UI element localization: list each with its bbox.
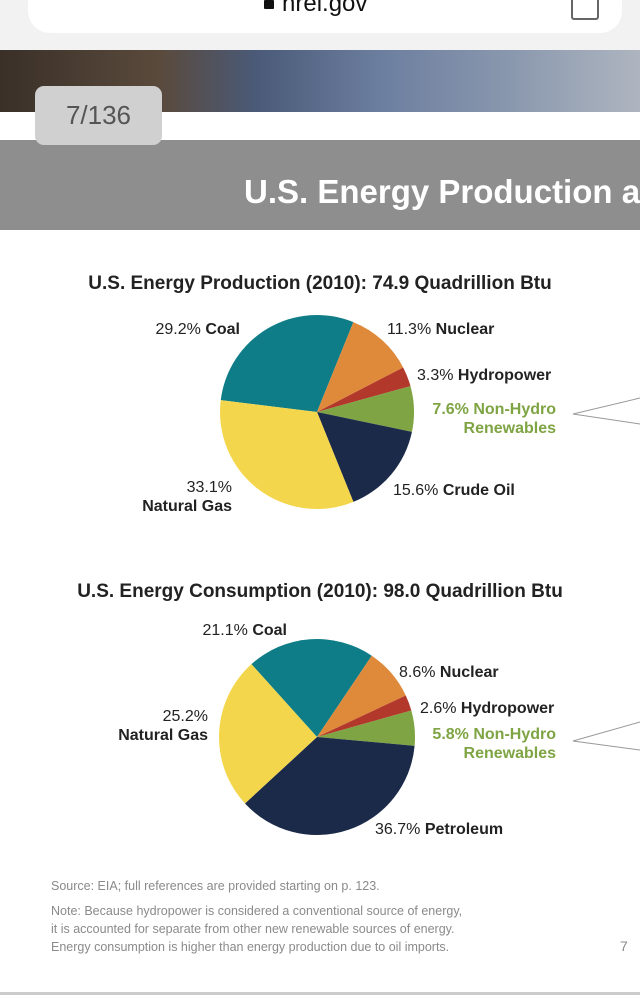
page-counter: 7/136 bbox=[35, 86, 162, 145]
category-label: Nuclear bbox=[435, 321, 495, 338]
url[interactable]: nrel.gov bbox=[282, 0, 368, 17]
pie-slice bbox=[317, 367, 411, 412]
category-label: Non-Hydro Renewables bbox=[463, 401, 556, 437]
value-label: 21.1% bbox=[202, 622, 248, 639]
value-label: 3.3% bbox=[417, 367, 454, 384]
slice-label: 2.6% Hydropower bbox=[420, 699, 620, 718]
category-label: Crude Oil bbox=[442, 482, 515, 499]
pie-slice bbox=[317, 710, 415, 746]
slice-label: 15.6% Crude Oil bbox=[393, 481, 593, 500]
chart-title: U.S. Energy Production (2010): 74.9 Quad… bbox=[88, 273, 552, 294]
note: Note: Because hydropower is considered a… bbox=[51, 902, 462, 956]
callout bbox=[572, 397, 640, 425]
slice-label: 5.8% Non-Hydro Renewables bbox=[416, 725, 556, 763]
category-label: Petroleum bbox=[424, 821, 504, 838]
section-bar bbox=[0, 140, 640, 230]
value-label: 2.6% bbox=[420, 700, 457, 717]
value-label: 15.6% bbox=[393, 482, 439, 499]
value-label: 11.3% bbox=[387, 321, 432, 338]
pie-slice bbox=[317, 655, 406, 737]
pie-slice bbox=[317, 695, 412, 737]
category-label: Natural Gas bbox=[118, 727, 208, 744]
source: Source: EIA; full references are provide… bbox=[51, 879, 380, 893]
chart-title: U.S. Energy Consumption (2010): 98.0 Qua… bbox=[77, 581, 563, 602]
lock-icon bbox=[264, 0, 274, 9]
value-label: 7.6% bbox=[432, 401, 469, 418]
category-label: Natural Gas bbox=[142, 498, 232, 515]
slice-label: 21.1% Coal bbox=[150, 621, 288, 640]
slice-label: 29.2% Coal bbox=[100, 320, 241, 339]
pie-slice bbox=[219, 400, 354, 509]
slice-label: 36.7% Petroleum bbox=[375, 820, 575, 839]
pie-slice bbox=[251, 639, 372, 737]
value-label: 25.2% bbox=[162, 708, 208, 725]
note-line: Note: Because hydropower is considered a… bbox=[51, 904, 463, 918]
section-title: U.S. Energy Production a bbox=[244, 173, 640, 210]
pie-slice bbox=[219, 664, 317, 804]
value-label: 5.8% bbox=[432, 726, 469, 743]
note-line: Energy consumption is higher than energy… bbox=[51, 940, 450, 954]
slice-label: 3.3% Hydropower bbox=[417, 366, 617, 385]
category-label: Hydropower bbox=[460, 700, 555, 717]
address-pill[interactable] bbox=[28, 0, 622, 33]
slice-label: 25.2% Natural Gas bbox=[108, 707, 208, 745]
value-label: 36.7% bbox=[375, 821, 421, 838]
value-label: 8.6% bbox=[399, 664, 436, 681]
value-label: 29.2% bbox=[155, 321, 201, 338]
category-label: Hydropower bbox=[457, 367, 552, 384]
share-icon[interactable] bbox=[571, 0, 599, 20]
bottom-rule bbox=[0, 992, 640, 995]
page-number: 7 bbox=[620, 938, 628, 954]
category-label: Nuclear bbox=[439, 664, 499, 681]
value-label: 33.1% bbox=[186, 479, 232, 496]
slice-label: 8.6% Nuclear bbox=[399, 663, 599, 682]
category-label: Coal bbox=[205, 321, 240, 338]
pie-slice bbox=[220, 314, 354, 412]
category-label: Coal bbox=[252, 622, 287, 639]
category-label: Non-Hydro Renewables bbox=[463, 726, 556, 762]
slice-label: 33.1% Natural Gas bbox=[132, 478, 232, 516]
callout bbox=[572, 721, 640, 751]
slice-label: 11.3% Nuclear bbox=[387, 320, 587, 339]
pie-slice bbox=[317, 386, 414, 432]
note-line: it is accounted for separate from other … bbox=[51, 922, 455, 936]
slice-label: 7.6% Non-Hydro Renewables bbox=[416, 400, 556, 438]
